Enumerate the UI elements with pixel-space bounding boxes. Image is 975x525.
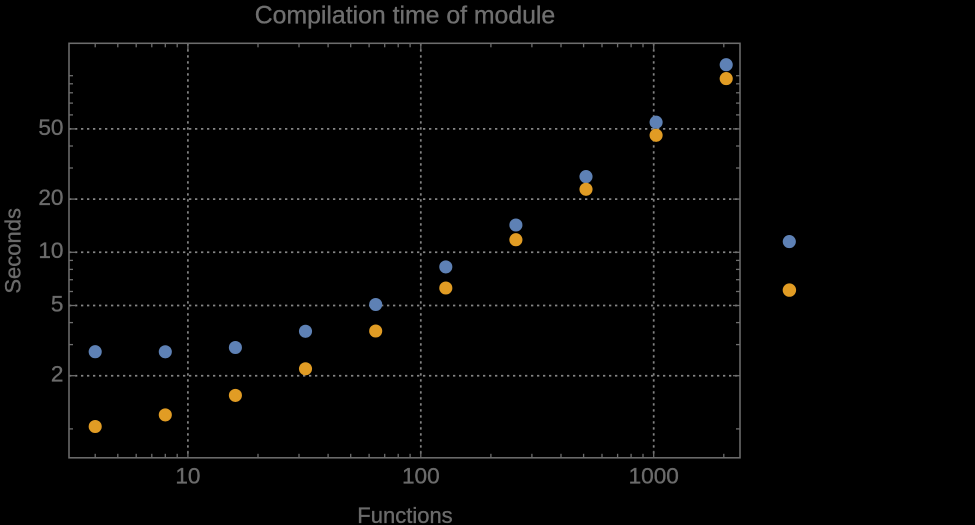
svg-text:Seconds: Seconds [1, 208, 26, 294]
svg-text:2: 2 [51, 362, 64, 387]
svg-text:100: 100 [402, 464, 440, 489]
svg-text:10: 10 [175, 464, 200, 489]
svg-text:10: 10 [38, 238, 63, 263]
svg-text:50: 50 [38, 115, 63, 140]
svg-text:Compilation time of module: Compilation time of module [255, 3, 555, 30]
svg-text:Functions: Functions [357, 503, 452, 525]
svg-text:20: 20 [38, 185, 63, 210]
svg-text:1000: 1000 [629, 464, 679, 489]
svg-text:5: 5 [51, 291, 64, 316]
